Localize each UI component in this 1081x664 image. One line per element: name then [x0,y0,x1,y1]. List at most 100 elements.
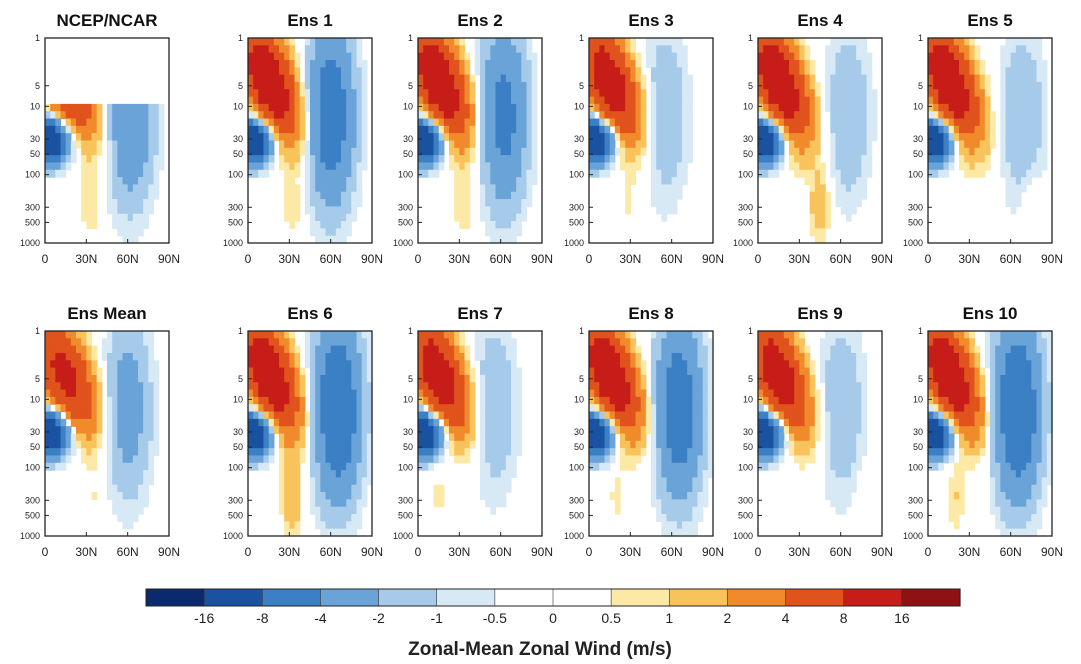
field-cell [45,133,51,142]
field-cell [614,96,621,105]
field-cell [809,360,816,369]
field-cell [820,162,826,171]
field-cell [651,440,657,449]
field-cell [279,418,285,427]
field-cell [758,155,764,164]
field-cell [614,89,621,98]
field-cell [143,155,149,164]
field-cell [315,514,321,522]
field-cell [1036,111,1043,120]
field-cell [423,411,429,420]
field-cell [809,118,816,127]
field-cell [490,338,497,347]
field-cell [666,140,673,149]
field-cell [979,155,986,164]
field-cell [1021,118,1027,127]
field-cell [702,360,709,369]
field-cell [70,360,77,369]
field-cell [490,499,497,508]
field-cell [783,338,790,347]
field-cell [783,67,790,76]
field-cell [521,155,528,164]
field-cell [604,352,611,361]
field-cell [661,45,668,54]
field-cell [500,140,507,149]
field-cell [511,470,517,479]
field-cell [50,455,56,464]
field-cell [60,125,67,134]
field-cell [856,338,862,347]
field-cell [799,352,806,361]
field-cell [294,440,301,449]
field-cell [480,338,486,347]
field-cell [45,147,51,156]
field-cell [687,345,693,354]
field-cell [707,470,714,479]
field-cell [1015,74,1022,83]
field-cell [707,389,714,398]
x-tick-label: 30N [788,252,810,266]
field-cell [676,514,683,522]
field-cell [625,89,631,98]
field-cell [320,411,327,420]
field-cell [969,111,976,120]
field-cell [449,389,455,398]
field-cell [840,81,847,90]
field-cell [294,96,301,105]
field-cell [351,352,358,361]
field-cell [433,433,440,442]
y-tick-label: 10 [30,394,40,404]
y-tick-label: 1000 [20,531,40,541]
field-cell [284,162,290,171]
field-cell [778,338,785,347]
field-cell [325,140,332,149]
field-cell [666,404,673,413]
field-cell [661,448,668,457]
field-cell [117,382,124,391]
field-cell [707,462,714,471]
field-cell [614,418,621,427]
field-cell [609,448,616,457]
field-cell [614,411,621,420]
field-cell [96,111,103,120]
field-cell [995,331,1001,339]
field-cell [768,396,775,405]
field-cell [153,404,160,413]
field-cell [809,177,816,186]
field-cell [768,118,775,127]
field-cell [294,455,301,464]
field-cell [153,374,160,383]
field-cell [763,155,769,164]
field-cell [346,418,352,427]
field-cell [76,118,82,127]
field-cell [50,440,56,449]
field-cell [974,59,981,68]
field-cell [65,367,72,376]
field-cell [346,206,352,215]
field-cell [1031,59,1038,68]
field-cell [526,74,533,83]
field-cell [258,155,265,164]
field-cell [81,426,87,435]
field-cell [851,96,857,105]
field-cell [814,111,821,120]
field-cell [263,125,270,134]
field-cell [500,477,507,486]
field-cell [107,155,113,164]
field-cell [279,470,285,479]
field-cell [310,38,316,46]
field-cell [418,38,424,46]
field-cell [794,389,800,398]
field-cell [773,426,780,435]
field-cell [433,404,440,413]
field-cell [148,448,155,457]
field-cell [763,111,769,120]
field-cell [132,103,139,112]
field-cell [454,162,460,171]
field-cell [480,331,486,339]
field-cell [351,111,358,120]
field-cell [330,155,337,164]
field-cell [656,492,662,500]
field-cell [505,411,512,420]
field-cell [454,118,460,127]
